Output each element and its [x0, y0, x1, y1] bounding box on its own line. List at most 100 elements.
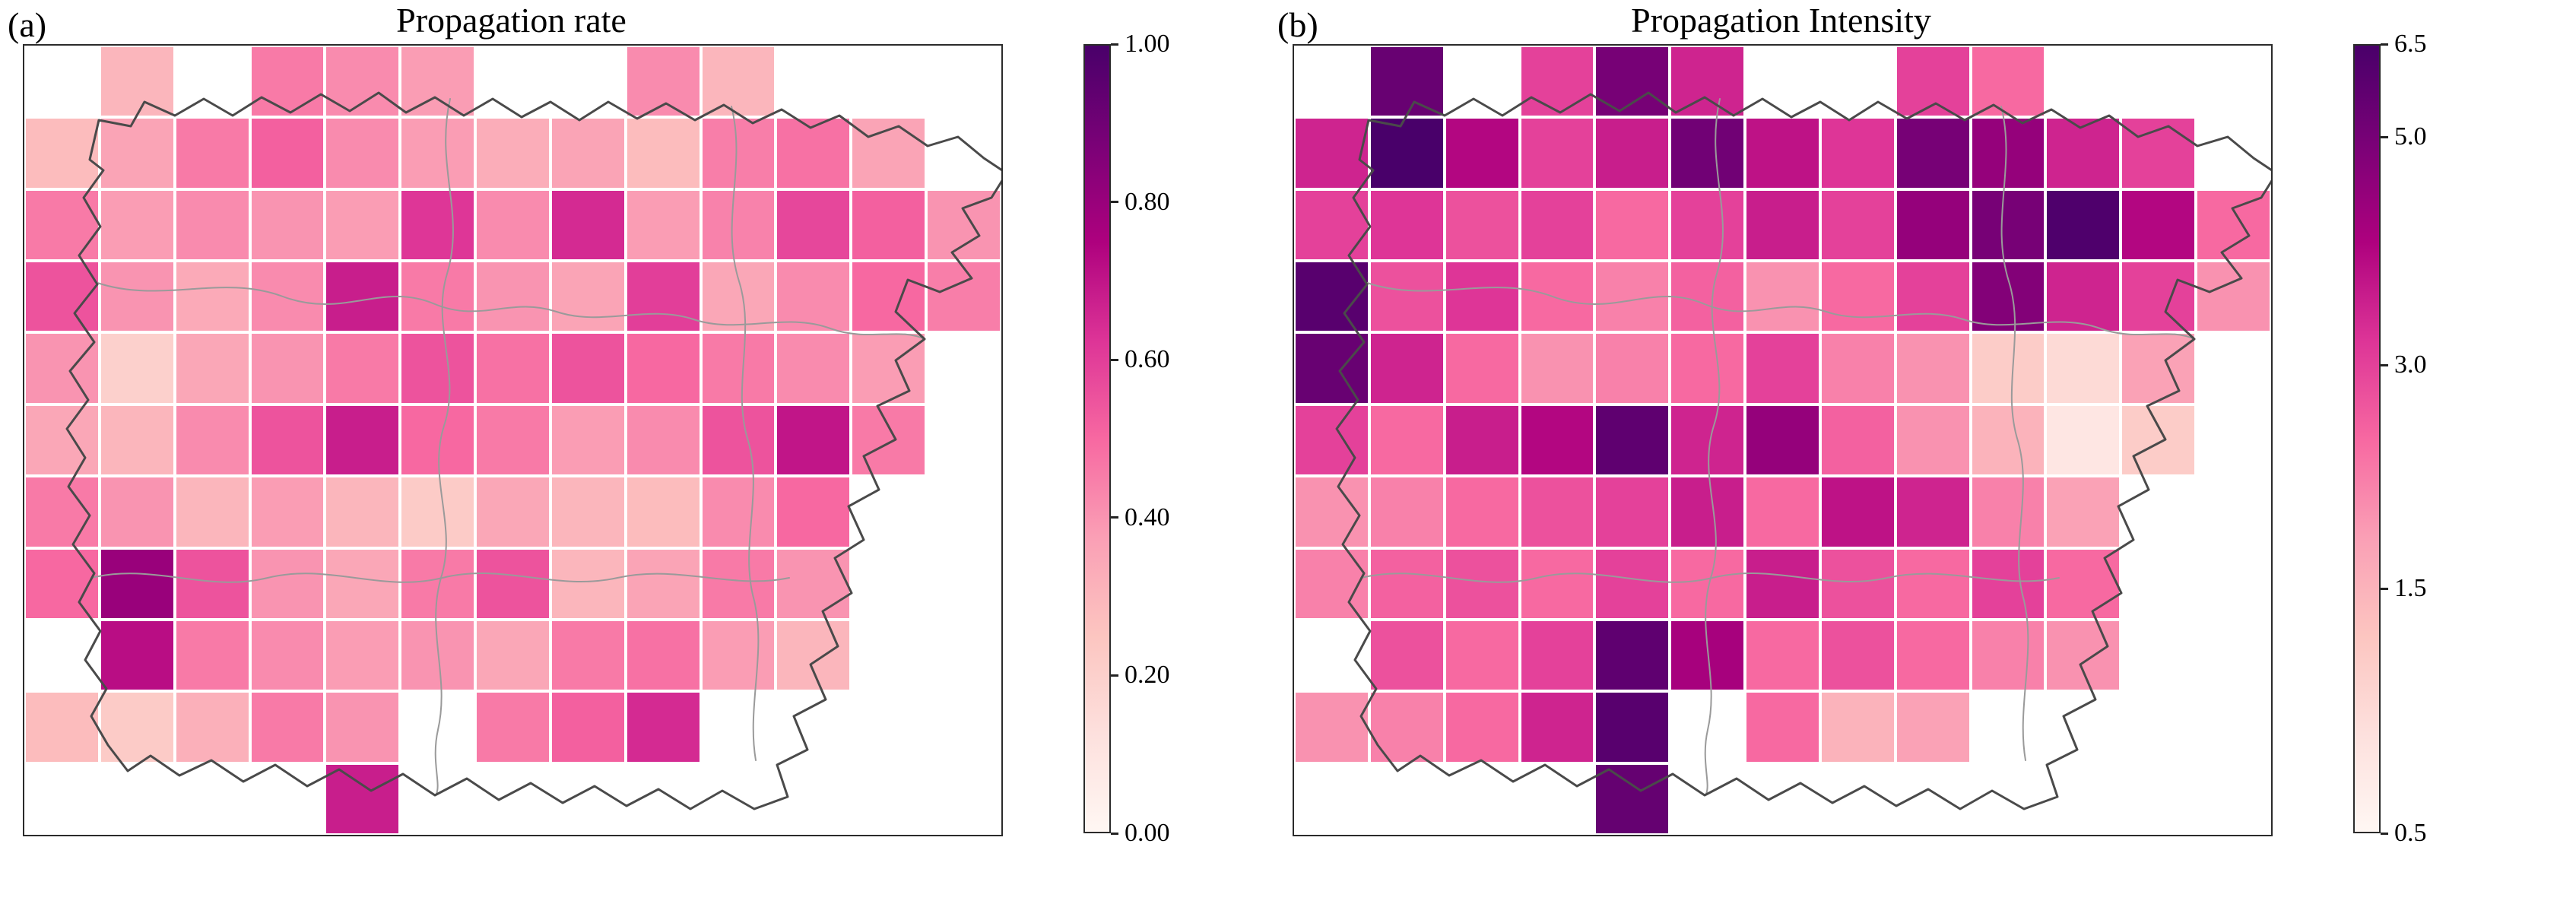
heatmap-cell — [1819, 117, 1896, 189]
heatmap-cell — [1369, 691, 1445, 763]
colorbar-tick-mark — [2381, 587, 2388, 590]
heatmap-cell — [2121, 117, 2197, 189]
colorbar-tick-mark — [1111, 43, 1118, 46]
heatmap-cell — [325, 117, 401, 189]
heatmap-cell — [1369, 46, 1445, 118]
heatmap-cell — [1594, 476, 1670, 548]
heatmap-cell — [1819, 547, 1896, 620]
heatmap-cell — [1369, 476, 1445, 548]
heatmap-cell — [776, 547, 852, 620]
panel-b: (b) Propagation Intensity 6.5 5.0 3.0 1.5 0.… — [1270, 0, 2535, 923]
heatmap-cell — [1745, 547, 1820, 620]
heatmap-cell — [1670, 547, 1746, 620]
colorbar-tick-mark — [1111, 674, 1118, 677]
heatmap-cell — [1294, 691, 1369, 763]
heatmap-cell — [1895, 46, 1971, 118]
heatmap-cell — [1444, 691, 1520, 763]
heatmap-cell — [1444, 619, 1520, 692]
heatmap-cell — [325, 763, 401, 835]
heatmap-cell — [1970, 189, 2046, 262]
heatmap-cell — [625, 46, 701, 118]
colorbar-tick: 0.40 — [1111, 503, 1170, 532]
heatmap-cell — [1895, 476, 1971, 548]
heatmap-cell — [1819, 332, 1896, 404]
heatmap-cell — [1369, 619, 1445, 692]
heatmap-cell — [776, 619, 852, 692]
heatmap-cell — [700, 117, 776, 189]
panel-a-plot-area — [23, 44, 1003, 836]
heatmap-cell — [550, 619, 626, 692]
heatmap-cell — [99, 46, 175, 118]
heatmap-cell — [400, 46, 476, 118]
panel-a-title: Propagation rate — [396, 1, 627, 40]
heatmap-cell — [700, 46, 776, 118]
heatmap-cell — [1369, 117, 1445, 189]
heatmap-cell — [1970, 332, 2046, 404]
heatmap-cell — [2196, 189, 2271, 262]
heatmap-cell — [2121, 261, 2197, 333]
heatmap-cell — [249, 691, 325, 763]
heatmap-cell — [851, 189, 927, 262]
heatmap-cell — [1970, 547, 2046, 620]
heatmap-cell — [1970, 619, 2046, 692]
heatmap-cell — [400, 261, 476, 333]
panel-a-colorbar — [1083, 44, 1111, 833]
panel-b-plot-area — [1293, 44, 2273, 836]
heatmap-cell — [1369, 547, 1445, 620]
heatmap-cell — [550, 261, 626, 333]
heatmap-cell — [1519, 332, 1595, 404]
heatmap-cell — [249, 619, 325, 692]
heatmap-cell — [1895, 404, 1971, 477]
heatmap-cell — [1444, 404, 1520, 477]
heatmap-cell — [475, 547, 550, 620]
colorbar-tick: 0.80 — [1111, 188, 1170, 217]
heatmap-cell — [174, 404, 250, 477]
heatmap-cell — [1519, 117, 1595, 189]
heatmap-cell — [1670, 332, 1746, 404]
heatmap-cell — [776, 332, 852, 404]
panel-a: (a) Propagation rate 1.00 0.80 0.60 0.40 0.2… — [0, 0, 1265, 923]
heatmap-cell — [325, 619, 401, 692]
heatmap-cell — [851, 117, 927, 189]
colorbar-tick: 6.5 — [2381, 30, 2427, 59]
heatmap-cell — [625, 691, 701, 763]
colorbar-tick-label: 1.5 — [2394, 574, 2427, 603]
heatmap-cell — [550, 117, 626, 189]
heatmap-cell — [24, 547, 100, 620]
heatmap-cell — [2045, 189, 2121, 262]
heatmap-cell — [2045, 332, 2121, 404]
heatmap-cell — [325, 547, 401, 620]
heatmap-cell — [2045, 404, 2121, 477]
heatmap-cell — [1895, 332, 1971, 404]
colorbar-tick-label: 3.0 — [2394, 350, 2427, 379]
heatmap-cell — [2121, 404, 2197, 477]
heatmap-cell — [1444, 332, 1520, 404]
heatmap-cell — [1819, 619, 1896, 692]
heatmap-cell — [1294, 547, 1369, 620]
heatmap-cell — [1819, 189, 1896, 262]
heatmap-cell — [325, 46, 401, 118]
heatmap-cell — [1745, 117, 1820, 189]
heatmap-cell — [625, 404, 701, 477]
heatmap-cell — [400, 332, 476, 404]
heatmap-cell — [926, 189, 1001, 262]
colorbar-tick-mark — [1111, 832, 1118, 835]
heatmap-cell — [174, 189, 250, 262]
heatmap-cell — [625, 332, 701, 404]
heatmap-cell — [1895, 619, 1971, 692]
heatmap-cell — [1594, 332, 1670, 404]
heatmap-cell — [249, 46, 325, 118]
heatmap-cell — [1369, 189, 1445, 262]
panel-b-heatmap — [1294, 46, 2271, 835]
heatmap-cell — [400, 189, 476, 262]
heatmap-cell — [99, 691, 175, 763]
heatmap-cell — [400, 547, 476, 620]
heatmap-cell — [1294, 117, 1369, 189]
panel-a-heatmap — [24, 46, 1001, 835]
heatmap-cell — [700, 332, 776, 404]
heatmap-cell — [400, 476, 476, 548]
heatmap-cell — [325, 404, 401, 477]
colorbar-tick: 0.00 — [1111, 819, 1170, 848]
heatmap-cell — [550, 547, 626, 620]
colorbar-tick-mark — [2381, 135, 2388, 138]
